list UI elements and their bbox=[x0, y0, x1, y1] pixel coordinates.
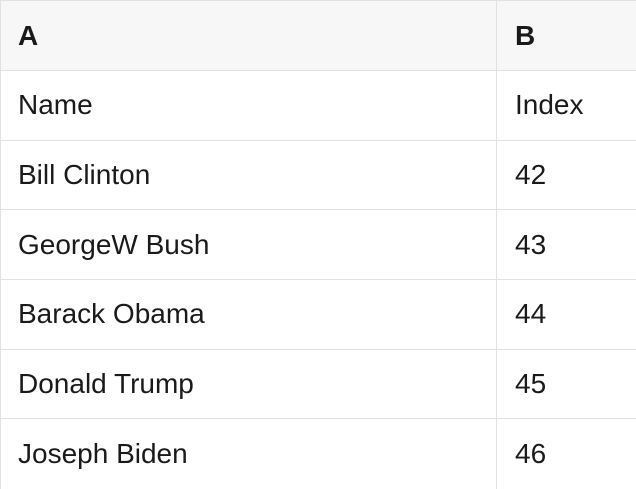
column-header-row: A B bbox=[1, 1, 636, 71]
cell-name[interactable]: Name bbox=[1, 71, 497, 140]
cell-index[interactable]: 45 bbox=[515, 367, 547, 399]
column-header-a[interactable]: A bbox=[1, 1, 497, 70]
table-row: GeorgeW Bush 43 bbox=[1, 210, 636, 280]
cell-index[interactable]: 42 bbox=[515, 158, 547, 190]
cell-index[interactable]: 44 bbox=[515, 298, 547, 330]
table-row: Donald Trump 45 bbox=[1, 349, 636, 420]
table-row: Joseph Biden 46 bbox=[1, 419, 636, 489]
table-row: Bill Clinton 42 bbox=[1, 140, 636, 211]
cell-index[interactable]: Index bbox=[515, 89, 584, 121]
cell-index[interactable]: 43 bbox=[515, 228, 547, 260]
table-row: Barack Obama 44 bbox=[1, 279, 636, 350]
cell-name[interactable]: Donald Trump bbox=[1, 349, 497, 419]
cell-index[interactable]: 46 bbox=[515, 438, 547, 470]
cell-name[interactable]: Bill Clinton bbox=[1, 140, 497, 210]
cell-name[interactable]: GeorgeW Bush bbox=[1, 210, 497, 279]
column-header-b[interactable]: B bbox=[515, 19, 536, 51]
cell-name[interactable]: Barack Obama bbox=[1, 279, 497, 349]
cell-name[interactable]: Joseph Biden bbox=[1, 419, 497, 489]
table-row: Name Index bbox=[1, 71, 636, 141]
